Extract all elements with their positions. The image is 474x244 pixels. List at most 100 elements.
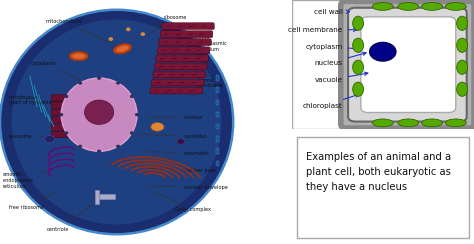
Text: cytoplasm: cytoplasm bbox=[305, 44, 361, 50]
Ellipse shape bbox=[151, 123, 164, 131]
FancyArrowPatch shape bbox=[39, 95, 46, 117]
Bar bbox=[216, 161, 219, 166]
FancyArrowPatch shape bbox=[162, 50, 166, 51]
FancyBboxPatch shape bbox=[51, 102, 91, 108]
Ellipse shape bbox=[116, 46, 129, 52]
FancyArrowPatch shape bbox=[182, 66, 187, 67]
FancyArrowPatch shape bbox=[166, 26, 171, 27]
FancyArrowPatch shape bbox=[174, 42, 180, 43]
FancyBboxPatch shape bbox=[51, 95, 91, 101]
Ellipse shape bbox=[456, 38, 468, 52]
FancyArrowPatch shape bbox=[159, 66, 164, 67]
FancyBboxPatch shape bbox=[160, 31, 213, 38]
FancyArrowPatch shape bbox=[200, 34, 204, 35]
Text: plasma
membrane: plasma membrane bbox=[195, 78, 223, 97]
FancyBboxPatch shape bbox=[341, 1, 474, 128]
Ellipse shape bbox=[45, 135, 55, 143]
FancyArrowPatch shape bbox=[201, 26, 206, 27]
Text: lysosome: lysosome bbox=[9, 134, 44, 139]
Text: nucleolus: nucleolus bbox=[140, 134, 208, 139]
Ellipse shape bbox=[0, 10, 233, 234]
Text: ribosome: ribosome bbox=[148, 15, 187, 35]
FancyArrowPatch shape bbox=[166, 90, 171, 92]
FancyArrowPatch shape bbox=[34, 86, 42, 112]
FancyArrowPatch shape bbox=[156, 82, 161, 83]
Text: smooth
endoplasmic
reticulum: smooth endoplasmic reticulum bbox=[3, 169, 50, 189]
FancyArrowPatch shape bbox=[154, 90, 159, 92]
Ellipse shape bbox=[84, 100, 114, 124]
Text: cell membrane: cell membrane bbox=[288, 27, 357, 33]
Text: vacuole: vacuole bbox=[314, 72, 368, 83]
Text: Golgi complex: Golgi complex bbox=[154, 192, 211, 212]
Ellipse shape bbox=[398, 119, 419, 127]
Text: centriole: centriole bbox=[47, 199, 100, 232]
Circle shape bbox=[130, 131, 134, 135]
Circle shape bbox=[109, 37, 113, 41]
Circle shape bbox=[130, 95, 134, 98]
Bar bbox=[99, 194, 115, 199]
Ellipse shape bbox=[445, 119, 466, 127]
Text: Examples of an animal and a
plant cell, both eukaryotic as
they have a nucleus: Examples of an animal and a plant cell, … bbox=[306, 152, 451, 192]
Circle shape bbox=[97, 150, 101, 153]
Ellipse shape bbox=[372, 3, 393, 10]
Ellipse shape bbox=[353, 60, 364, 74]
Circle shape bbox=[64, 131, 68, 135]
Ellipse shape bbox=[69, 51, 88, 61]
Ellipse shape bbox=[445, 3, 466, 10]
Bar bbox=[216, 100, 219, 105]
FancyBboxPatch shape bbox=[157, 47, 210, 54]
FancyArrowPatch shape bbox=[198, 42, 203, 43]
Circle shape bbox=[78, 145, 82, 148]
Ellipse shape bbox=[353, 16, 364, 30]
Bar bbox=[216, 75, 219, 81]
FancyBboxPatch shape bbox=[162, 23, 214, 30]
Bar bbox=[216, 112, 219, 117]
Circle shape bbox=[116, 145, 120, 148]
Circle shape bbox=[64, 95, 68, 98]
FancyBboxPatch shape bbox=[51, 131, 91, 138]
Ellipse shape bbox=[113, 44, 132, 54]
Circle shape bbox=[140, 32, 145, 36]
FancyArrowPatch shape bbox=[160, 58, 165, 59]
FancyBboxPatch shape bbox=[152, 79, 204, 86]
FancyArrowPatch shape bbox=[163, 42, 168, 43]
FancyBboxPatch shape bbox=[51, 109, 91, 116]
Text: chromatin: chromatin bbox=[148, 151, 210, 156]
Ellipse shape bbox=[177, 139, 184, 144]
FancyArrowPatch shape bbox=[179, 82, 184, 83]
FancyArrowPatch shape bbox=[192, 74, 197, 75]
FancyArrowPatch shape bbox=[169, 74, 173, 75]
FancyArrowPatch shape bbox=[167, 82, 172, 83]
FancyArrowPatch shape bbox=[186, 42, 191, 43]
FancyArrowPatch shape bbox=[170, 66, 175, 67]
Circle shape bbox=[97, 76, 101, 80]
FancyBboxPatch shape bbox=[51, 117, 91, 123]
Text: nuclear envelope: nuclear envelope bbox=[148, 185, 228, 190]
Ellipse shape bbox=[61, 78, 137, 151]
FancyArrowPatch shape bbox=[173, 50, 178, 51]
FancyBboxPatch shape bbox=[292, 0, 474, 129]
FancyArrowPatch shape bbox=[183, 58, 188, 59]
Ellipse shape bbox=[353, 82, 364, 96]
FancyArrowPatch shape bbox=[48, 115, 54, 127]
Ellipse shape bbox=[72, 53, 85, 59]
FancyArrowPatch shape bbox=[188, 34, 192, 35]
FancyBboxPatch shape bbox=[51, 124, 91, 130]
Ellipse shape bbox=[456, 82, 468, 96]
Circle shape bbox=[59, 113, 63, 116]
Bar bbox=[216, 148, 219, 154]
FancyBboxPatch shape bbox=[361, 17, 456, 112]
FancyArrowPatch shape bbox=[181, 74, 185, 75]
FancyBboxPatch shape bbox=[150, 87, 202, 94]
Circle shape bbox=[78, 81, 82, 85]
Bar bbox=[216, 136, 219, 142]
Text: cell wall: cell wall bbox=[314, 9, 349, 15]
FancyArrowPatch shape bbox=[178, 26, 182, 27]
Ellipse shape bbox=[421, 3, 443, 10]
FancyArrowPatch shape bbox=[195, 58, 200, 59]
Ellipse shape bbox=[353, 38, 364, 52]
Circle shape bbox=[370, 42, 396, 61]
Circle shape bbox=[126, 27, 131, 31]
FancyArrowPatch shape bbox=[178, 90, 182, 92]
Text: free ribosome: free ribosome bbox=[9, 192, 56, 210]
